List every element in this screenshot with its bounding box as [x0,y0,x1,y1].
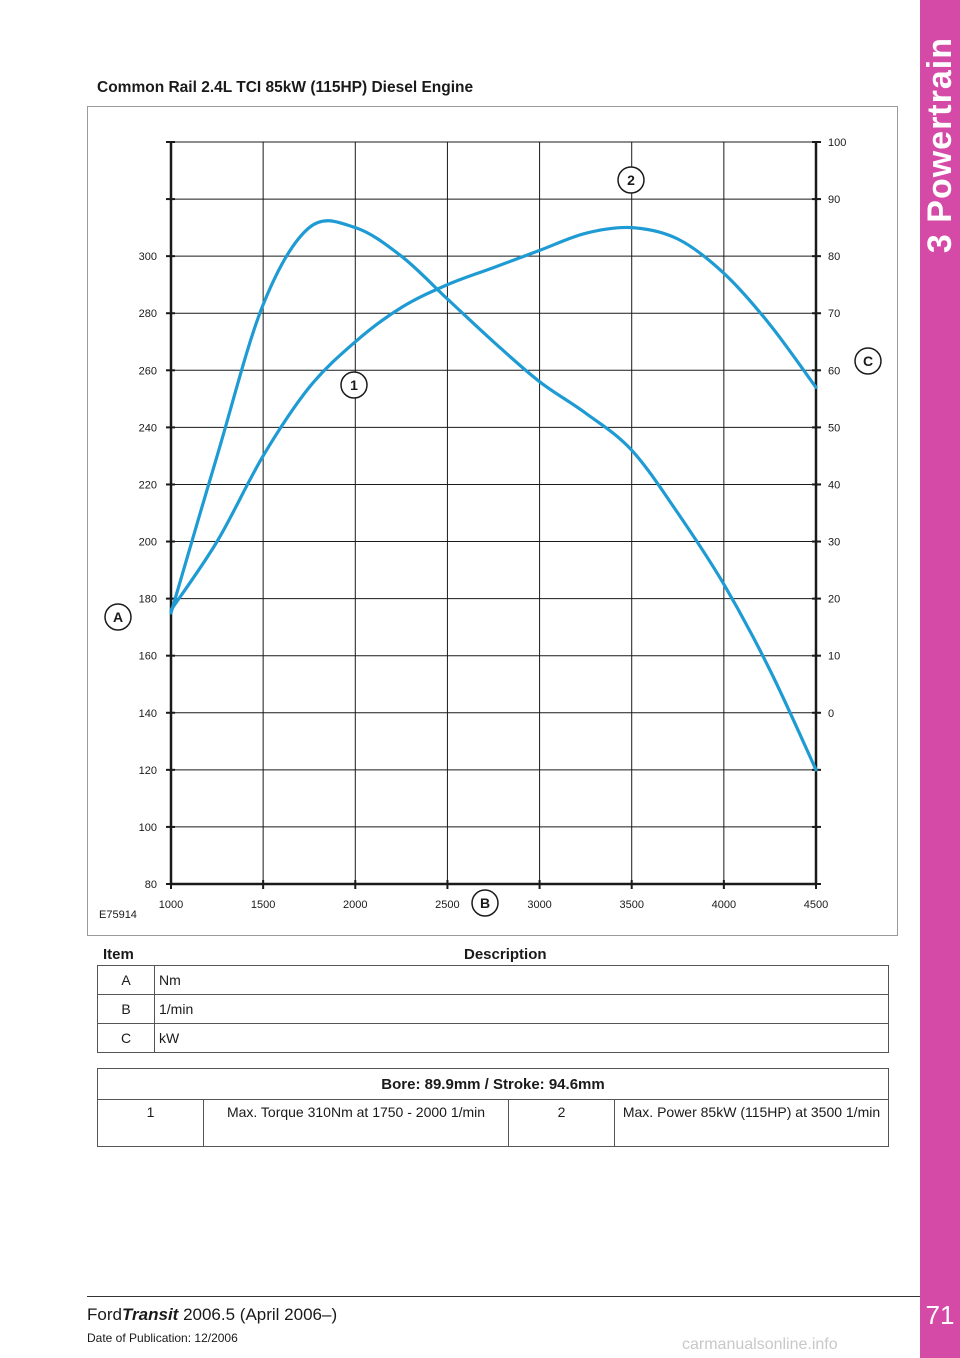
y-tick-label-right: 20 [828,594,840,606]
spec-text-cell: Max. Power 85kW (115HP) at 3500 1/min [614,1099,889,1147]
x-tick-label: 3500 [619,899,643,911]
legend-item-cell: A [97,965,155,995]
chart-frame: 80 100 120 140 160 180 200 220 240 260 280 300 0 10 20… [87,106,898,936]
legend-header-description: Description [464,946,547,963]
power-marker-circle [617,166,645,194]
x-tick-label: 1500 [251,899,275,911]
y-tick-label-left: 180 [139,594,157,606]
watermark: carmanualsonline.info [682,1336,838,1353]
spec-table: Bore: 89.9mm / Stroke: 94.6mm 1 Max. Tor… [97,1068,889,1147]
y-tick-label-left: 220 [139,479,157,491]
legend-item-cell: B [97,994,155,1024]
y-tick-label-left: 120 [139,765,157,777]
axis-callout-c-circle [854,347,882,375]
legend-table: A Nm B 1/min C kW [97,965,889,1053]
y-tick-label-right: 10 [828,651,840,663]
x-tick-label: 2500 [435,899,459,911]
legend-description-cell: Nm [154,965,889,995]
spec-text-cell: Max. Torque 310Nm at 1750 - 2000 1/min [203,1099,509,1147]
legend-description-cell: 1/min [154,994,889,1024]
footer-divider [87,1296,920,1297]
section-tab [920,0,960,1358]
table-row: B 1/min [97,994,889,1024]
legend-description-cell: kW [154,1023,889,1053]
y-tick-label-left: 160 [139,651,157,663]
y-tick-label-right: 50 [828,422,840,434]
table-row: Bore: 89.9mm / Stroke: 94.6mm [97,1068,889,1100]
footer-edition: 2006.5 (April 2006–) [178,1305,338,1324]
series-line-power [169,225,818,612]
y-tick-label-right: 0 [828,708,834,720]
footer-title: FordTransit 2006.5 (April 2006–) [87,1305,337,1325]
y-tick-label-right: 100 [828,137,846,149]
y-tick-label-left: 300 [139,251,157,263]
axis-callout-a-circle [104,603,132,631]
legend-header-item: Item [103,946,134,963]
y-tick-label-right: 40 [828,479,840,491]
spec-header: Bore: 89.9mm / Stroke: 94.6mm [97,1068,889,1100]
figure-id: E75914 [99,909,137,921]
y-tick-label-left: 140 [139,708,157,720]
torque-marker-label: 1 [350,377,358,393]
y-tick-label-left: 100 [139,822,157,834]
y-tick-label-left: 200 [139,537,157,549]
footer-model: Transit [121,1305,179,1324]
power-marker-label: 2 [627,172,635,188]
axis-callout-b-circle [471,889,499,917]
series-line-torque [169,219,818,772]
x-tick-label: 4000 [712,899,736,911]
axis-callout-c-label: C [863,353,873,369]
spec-number-cell: 1 [97,1099,204,1147]
x-tick-label: 1000 [159,899,183,911]
section-title: 3 Powertrain [920,36,959,254]
y-tick-label-left: 80 [145,879,157,891]
x-tick-label: 3000 [527,899,551,911]
y-tick-label-left: 280 [139,308,157,320]
y-tick-label-right: 70 [828,308,840,320]
torque-marker-circle [340,371,368,399]
y-tick-label-right: 90 [828,194,840,206]
y-tick-label-right: 30 [828,537,840,549]
table-row: A Nm [97,965,889,995]
engine-performance-chart: 8010012014016018020022024026028030001020… [99,137,882,921]
legend-item-cell: C [97,1023,155,1053]
footer-publication-date: Date of Publication: 12/2006 [87,1331,238,1345]
table-row: 1 Max. Torque 310Nm at 1750 - 2000 1/min… [97,1099,889,1147]
axis-callout-a-label: A [113,609,123,625]
spec-number-cell: 2 [508,1099,615,1147]
y-tick-label-right: 80 [828,251,840,263]
x-tick-label: 2000 [343,899,367,911]
table-row: C kW [97,1023,889,1053]
y-tick-label-left: 260 [139,365,157,377]
page-number: 71 [925,1300,955,1330]
legend-table-header: Item Description [97,945,889,965]
x-tick-label: 4500 [804,899,828,911]
y-tick-label-left: 240 [139,422,157,434]
y-tick-label-right: 60 [828,365,840,377]
section-title-wrap: 3 Powertrain [918,10,960,280]
chart-title: Common Rail 2.4L TCI 85kW (115HP) Diesel… [97,79,474,96]
axis-callout-b-label: B [480,895,490,911]
footer-brand: Ford [87,1305,122,1324]
